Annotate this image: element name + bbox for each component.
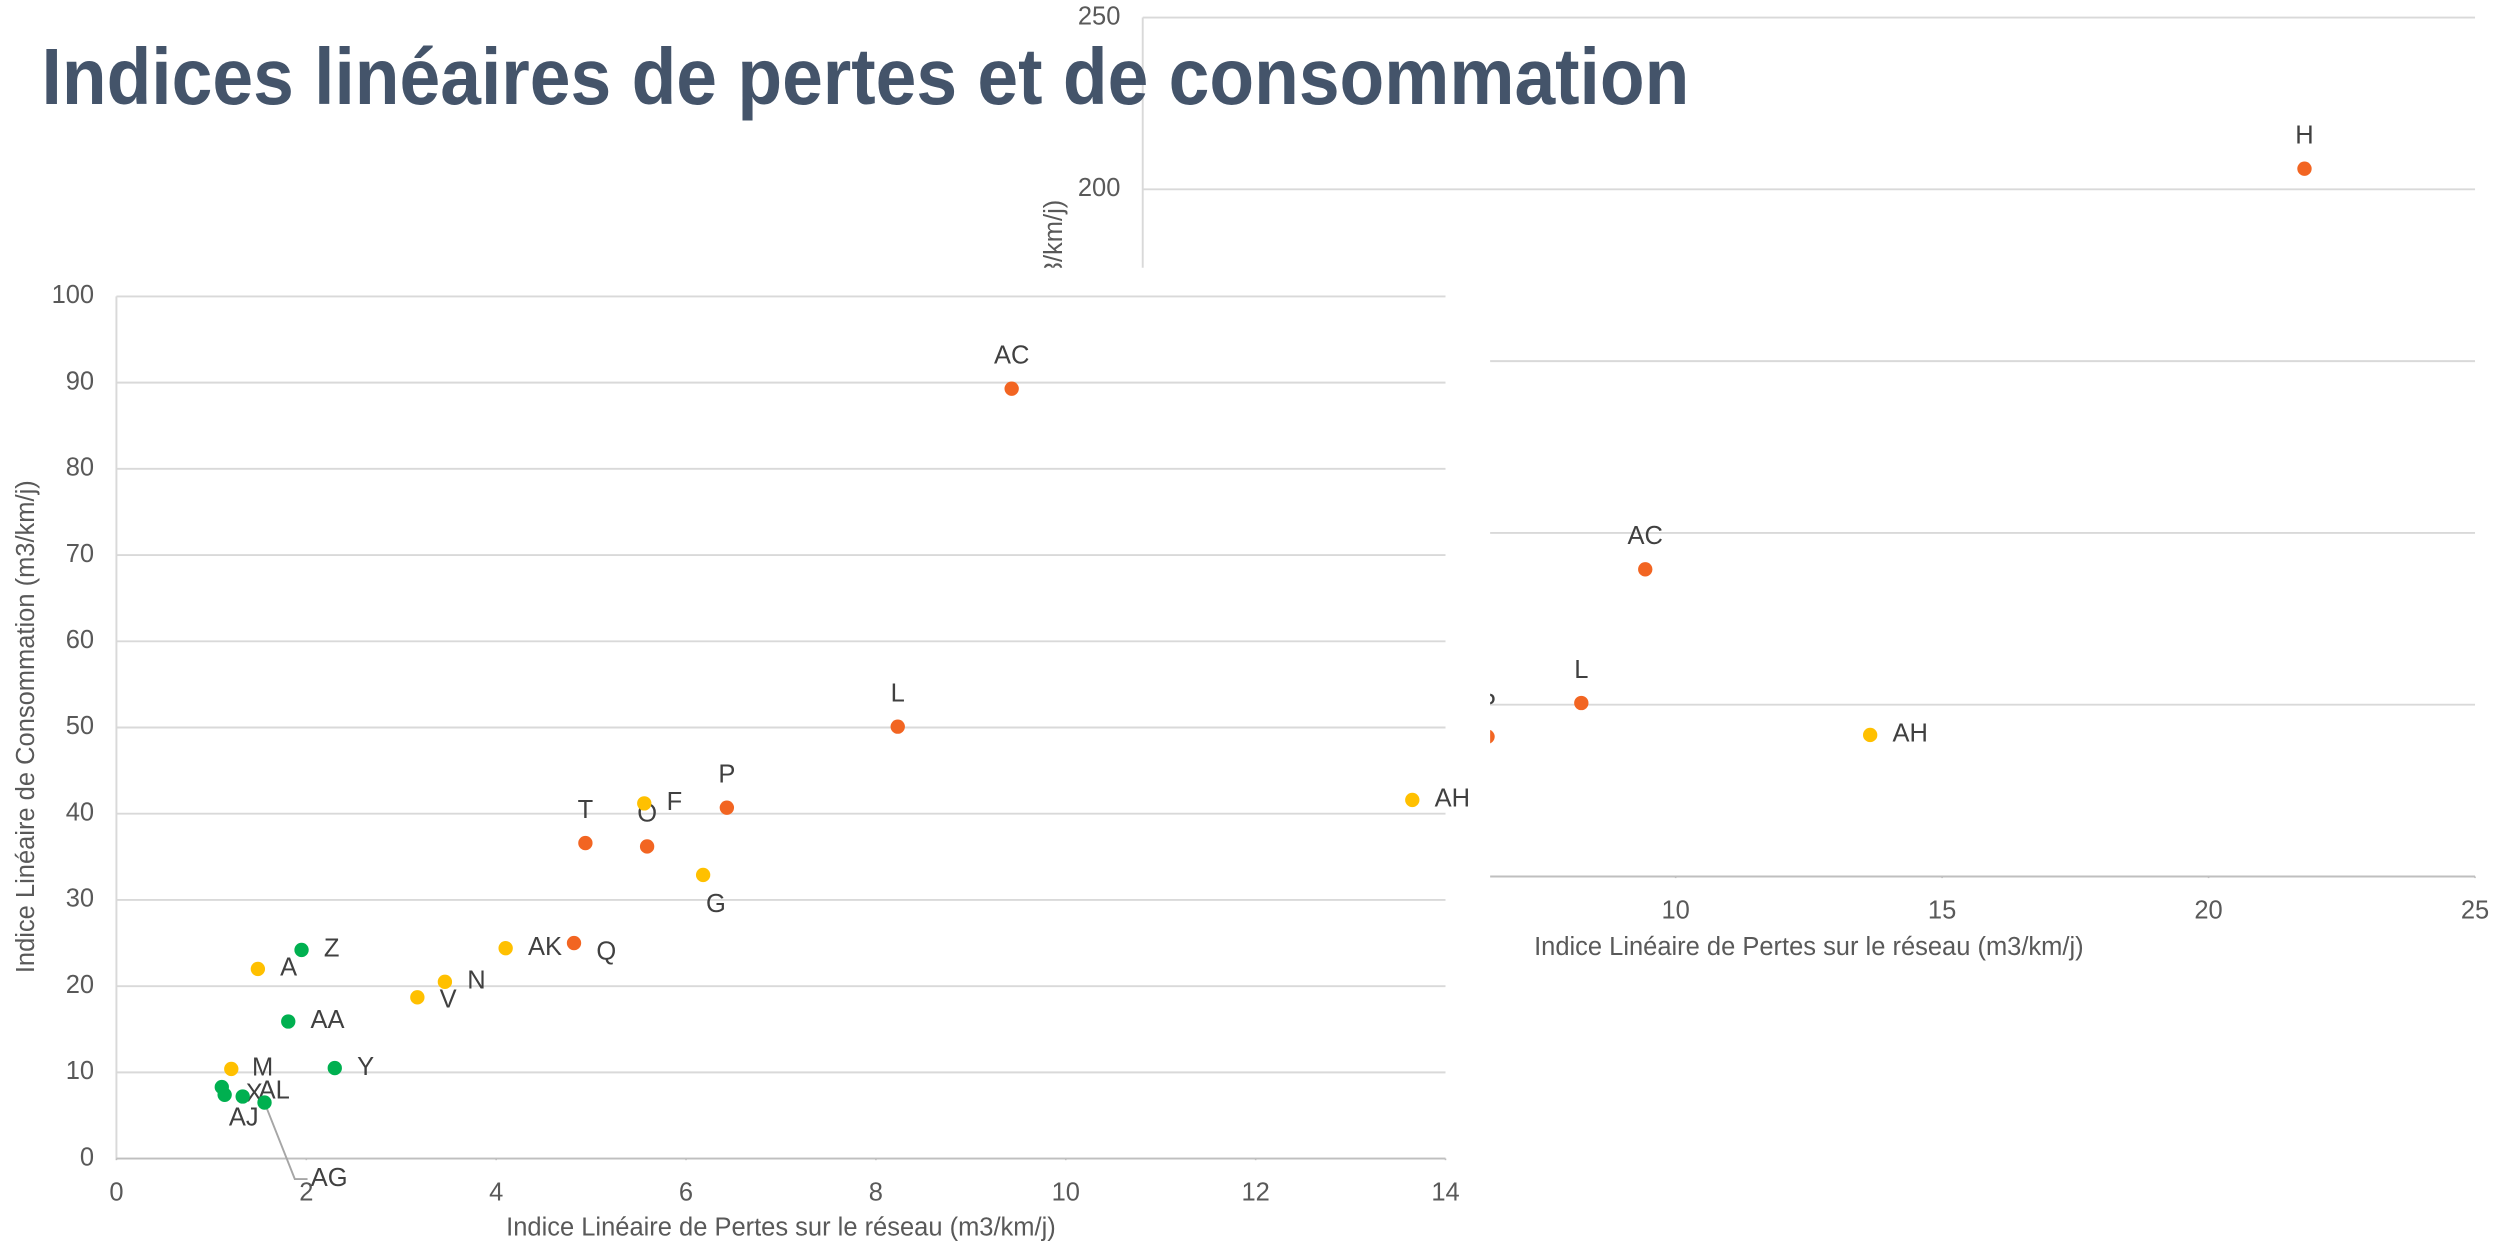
point [235,1089,250,1104]
point [1405,792,1420,808]
data-label: H [2295,122,2313,150]
x-tick-label: 2 [299,1178,313,1206]
x-axis-label: Indice Linéaire de Pertes sur le réseau … [506,1213,1056,1241]
point [1004,381,1019,396]
x-tick-label: 20 [2194,896,2222,924]
scatter-chart: 0 10 20 30 40 50 60 70 80 90 100 0 2 4 6 8 10 12 14 Indice … [0,267,1491,1244]
y-axis-label: Indice Linéaire de Consommation (m3/km/j… [12,480,40,973]
x-tick-label: 14 [1431,1178,1459,1206]
point [890,719,905,734]
data-label: F [667,788,683,816]
point [637,796,652,811]
point [498,941,513,956]
data-label: P [718,761,735,789]
point [224,1061,239,1077]
point [1862,727,1878,743]
y-tick-label: 0 [80,1143,94,1171]
point [719,800,735,815]
data-label: AG [311,1164,348,1192]
data-label: G [706,890,726,918]
data-label: A [280,954,297,982]
y-tick-label: 80 [66,454,94,482]
point [578,835,593,851]
x-tick-label: 0 [109,1178,123,1206]
y-tick-label: 40 [66,798,94,826]
data-label: N [467,967,485,995]
x-tick-label: 4 [489,1178,503,1206]
data-label: AK [528,933,562,961]
point [566,935,582,951]
data-label: AC [1628,522,1663,550]
x-axis-label: Indice Linéaire de Pertes sur le réseau … [1534,933,2084,961]
point [437,974,453,990]
point [217,1087,232,1102]
x-tick-label: 25 [2461,896,2489,924]
data-label: L [891,679,905,707]
x-tick-label: 10 [1661,896,1689,924]
page-title: Indices linéaires de pertes et de consom… [42,32,1690,121]
point [639,839,655,854]
point [281,1014,296,1029]
data-label: AJ [229,1103,259,1131]
data-label: AA [311,1006,345,1034]
point [1574,695,1589,711]
y-tick-label: 30 [66,885,94,913]
data-label: AC [994,342,1029,370]
x-tick-label: 10 [1052,1178,1080,1206]
y-tick-label: 50 [66,712,94,740]
point [327,1060,342,1076]
data-label: AH [1892,720,1927,748]
x-tick-label: 6 [679,1178,693,1206]
point [257,1095,272,1110]
leader-line [263,1102,308,1180]
data-label: T [578,796,594,824]
y-tick-label: 90 [66,367,94,395]
y-tick-label: 20 [66,971,94,999]
data-label: Y [357,1053,374,1081]
point [294,942,309,958]
data-label: M [252,1054,273,1082]
chart-background [0,267,1491,1244]
y-tick-label: 10 [66,1057,94,1085]
data-label: V [440,985,457,1013]
point [695,867,711,883]
x-tick-label: 12 [1241,1178,1269,1206]
point [2297,161,2312,176]
data-label: L [1574,656,1588,684]
y-tick-label: 60 [66,626,94,654]
y-tick-label: 200 [1078,174,1121,202]
x-tick-label: 15 [1928,896,1956,924]
data-label: Z [324,935,340,963]
y-tick-label: 100 [52,281,95,309]
data-label: AH [1435,785,1470,813]
x-tick-label: 8 [869,1178,883,1206]
data-label: Q [596,937,616,965]
point [1638,562,1653,577]
point [410,990,425,1005]
point [250,961,266,977]
y-tick-label: 70 [66,540,94,568]
y-tick-label: 250 [1078,2,1121,30]
